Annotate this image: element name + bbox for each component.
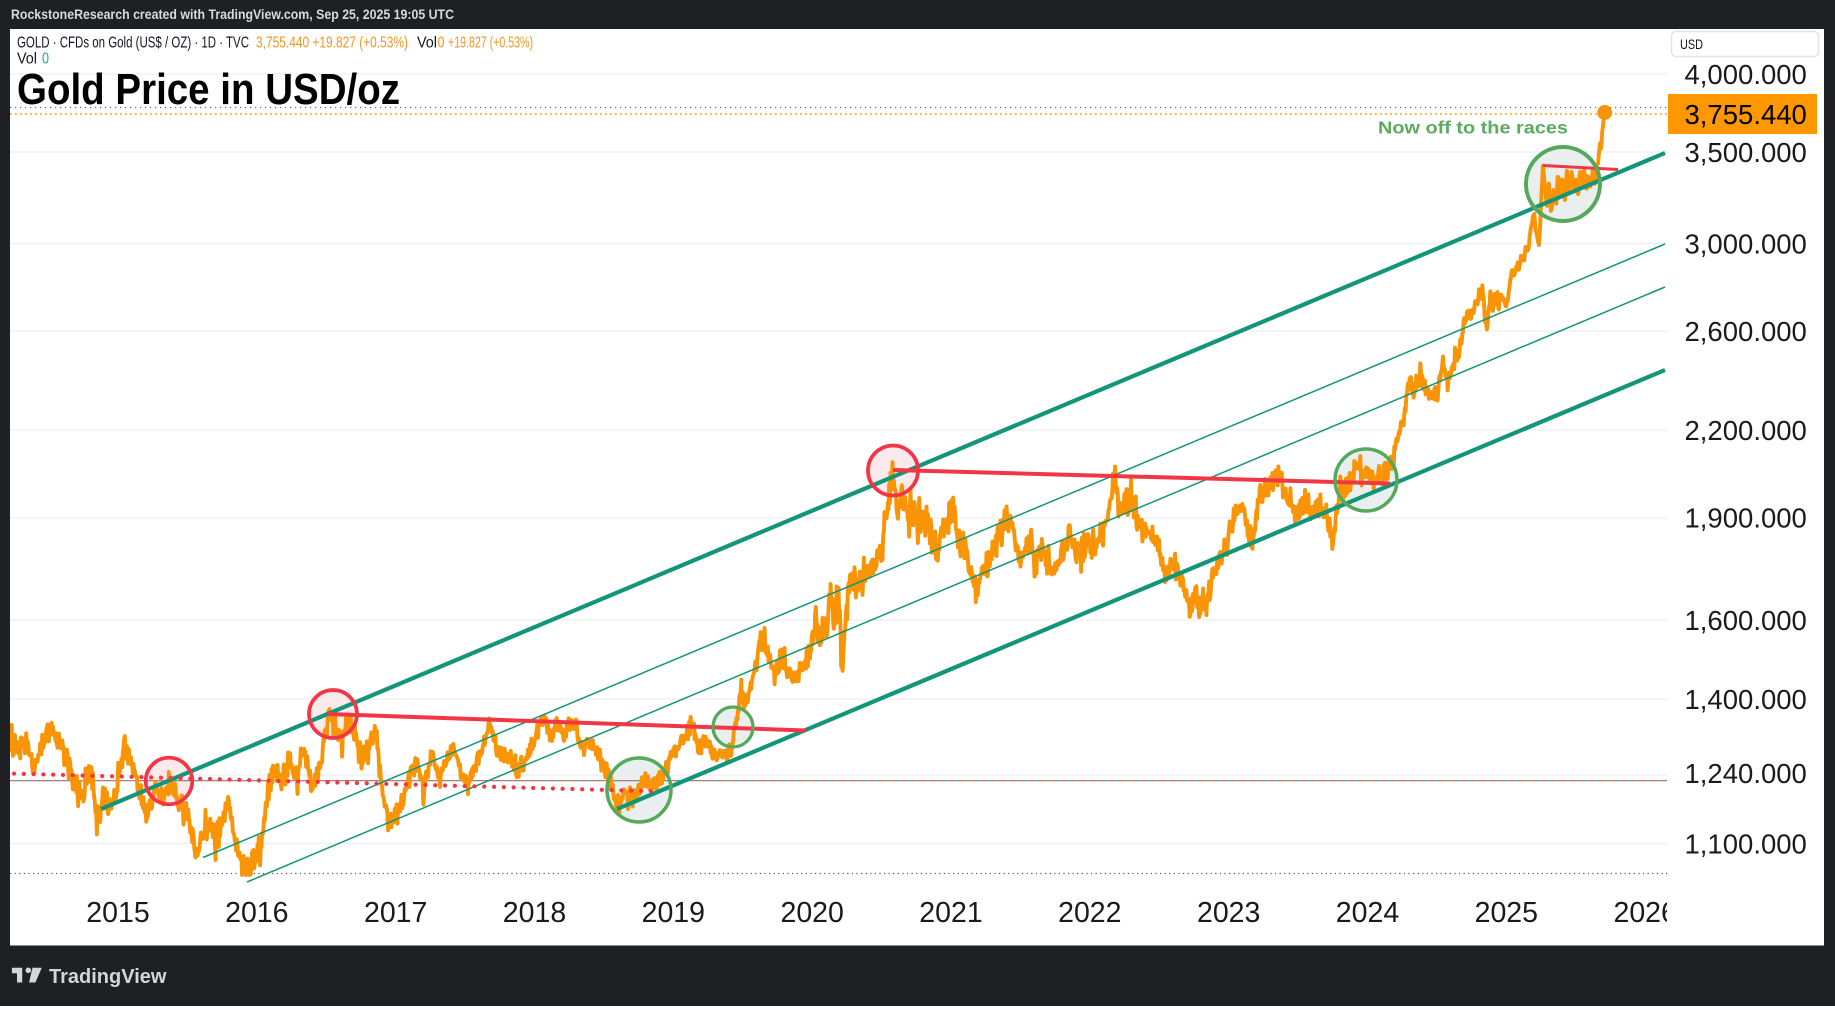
svg-text:2,600.000: 2,600.000 <box>1685 316 1807 347</box>
svg-text:1,400.000: 1,400.000 <box>1685 684 1807 715</box>
svg-text:2023: 2023 <box>1197 897 1260 929</box>
svg-text:2019: 2019 <box>642 897 705 929</box>
svg-text:RockstoneResearch created with: RockstoneResearch created with TradingVi… <box>11 7 454 22</box>
svg-text:1,100.000: 1,100.000 <box>1685 828 1807 859</box>
svg-text:USD: USD <box>1680 36 1703 52</box>
svg-text:3,755.440 +19.827 (+0.53%): 3,755.440 +19.827 (+0.53%) <box>256 34 408 51</box>
svg-text:TradingView: TradingView <box>49 966 167 988</box>
svg-text:+19.827 (+0.53%): +19.827 (+0.53%) <box>448 34 533 51</box>
svg-text:2015: 2015 <box>86 897 149 929</box>
svg-text:1,240.000: 1,240.000 <box>1685 758 1807 789</box>
svg-text:1,600.000: 1,600.000 <box>1685 605 1807 636</box>
svg-text:GOLD · CFDs on Gold (US$ / OZ): GOLD · CFDs on Gold (US$ / OZ) · 1D · TV… <box>17 34 249 51</box>
svg-text:3,500.000: 3,500.000 <box>1685 137 1807 168</box>
svg-text:2024: 2024 <box>1336 897 1400 929</box>
svg-text:1,900.000: 1,900.000 <box>1685 502 1807 533</box>
svg-text:2021: 2021 <box>919 897 982 929</box>
svg-text:3,755.440: 3,755.440 <box>1685 99 1807 130</box>
svg-text:2018: 2018 <box>503 897 566 929</box>
svg-text:Now off to the races: Now off to the races <box>1378 118 1568 138</box>
svg-text:0: 0 <box>42 50 49 67</box>
svg-text:Vol: Vol <box>417 34 437 51</box>
svg-text:Gold Price in USD/oz: Gold Price in USD/oz <box>17 65 400 114</box>
svg-text:2025: 2025 <box>1475 897 1538 929</box>
svg-text:2,200.000: 2,200.000 <box>1685 415 1807 446</box>
svg-text:2020: 2020 <box>780 897 843 929</box>
svg-text:2022: 2022 <box>1058 897 1121 929</box>
svg-text:Vol: Vol <box>17 50 37 67</box>
svg-text:4,000.000: 4,000.000 <box>1685 59 1807 90</box>
svg-text:2026: 2026 <box>1613 897 1676 929</box>
svg-text:2016: 2016 <box>225 897 288 929</box>
svg-text:2017: 2017 <box>364 897 427 929</box>
svg-text:3,000.000: 3,000.000 <box>1685 228 1807 259</box>
svg-text:0: 0 <box>438 34 445 51</box>
